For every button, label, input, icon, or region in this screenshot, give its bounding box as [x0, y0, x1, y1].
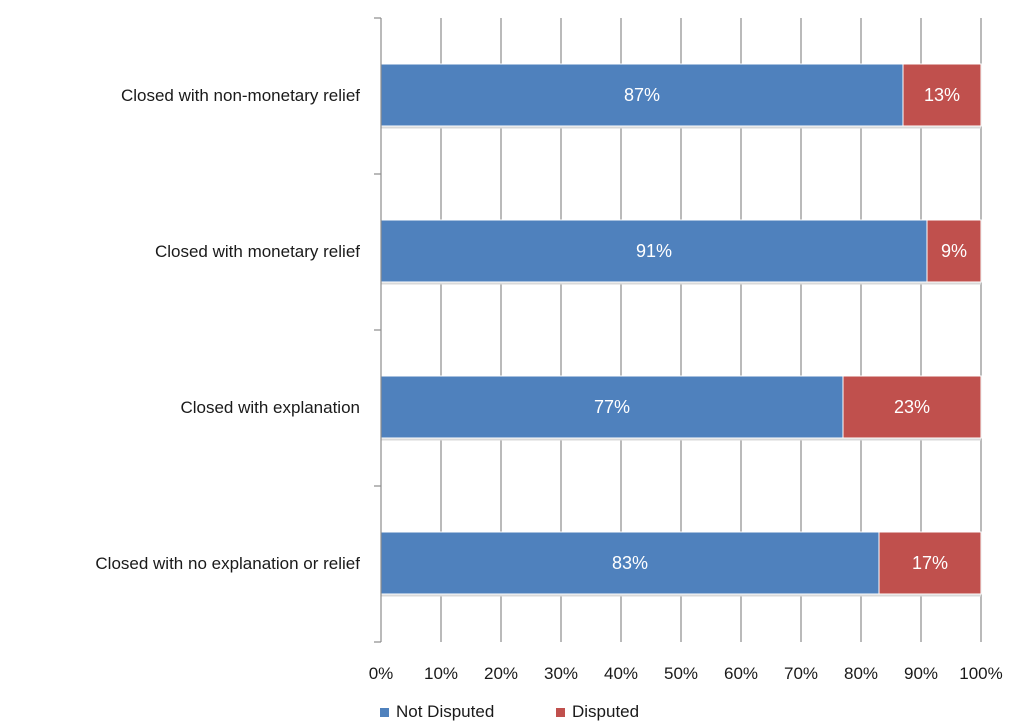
- category-label: Closed with explanation: [180, 398, 360, 417]
- data-label: 17%: [912, 553, 948, 573]
- data-label: 13%: [924, 85, 960, 105]
- bars: 87% 13% 91% 9% 77% 23% 83% 17%: [380, 63, 982, 597]
- axes: 0% 10% 20% 30% 40% 50% 60% 70% 80% 90% 100% Closed …: [95, 17, 1003, 683]
- category-label: Closed with no explanation or relief: [95, 554, 360, 573]
- disputed-bar: [842, 375, 982, 439]
- x-tick-label: 90%: [904, 664, 938, 683]
- data-label: 83%: [612, 553, 648, 573]
- legend-swatch: [380, 708, 389, 717]
- x-tick-label: 60%: [724, 664, 758, 683]
- x-tick-label: 80%: [844, 664, 878, 683]
- disputed-bar: [878, 531, 982, 595]
- legend-swatch: [556, 708, 565, 717]
- data-label: 23%: [894, 397, 930, 417]
- x-tick-label: 70%: [784, 664, 818, 683]
- data-label: 87%: [624, 85, 660, 105]
- legend-label: Disputed: [572, 702, 639, 721]
- data-label: 91%: [636, 241, 672, 261]
- x-tick-label: 40%: [604, 664, 638, 683]
- legend-label: Not Disputed: [396, 702, 494, 721]
- not-disputed-bar: [380, 219, 928, 283]
- category-label: Closed with monetary relief: [155, 242, 360, 261]
- x-tick-label: 30%: [544, 664, 578, 683]
- x-tick-label: 100%: [959, 664, 1002, 683]
- disputed-bar: [902, 63, 982, 127]
- data-label: 77%: [594, 397, 630, 417]
- x-tick-label: 50%: [664, 664, 698, 683]
- x-tick-label: 20%: [484, 664, 518, 683]
- not-disputed-bar: [380, 531, 880, 595]
- data-label: 9%: [941, 241, 967, 261]
- x-tick-label: 10%: [424, 664, 458, 683]
- not-disputed-bar: [380, 375, 844, 439]
- disputed-bar: [926, 219, 982, 283]
- legend: Not Disputed Disputed: [380, 702, 639, 721]
- category-label: Closed with non-monetary relief: [121, 86, 360, 105]
- x-tick-label: 0%: [369, 664, 394, 683]
